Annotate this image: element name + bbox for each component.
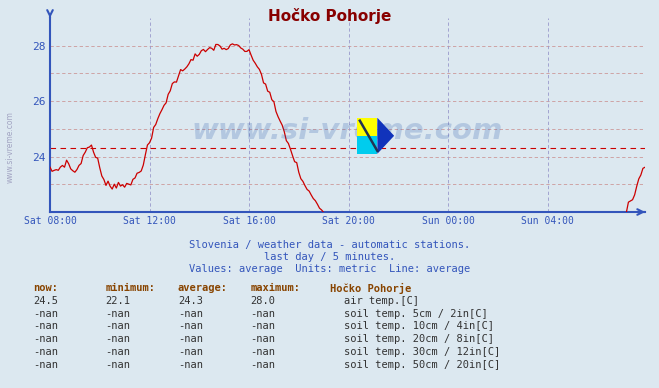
Text: -nan: -nan	[178, 321, 203, 331]
Text: -nan: -nan	[105, 308, 130, 319]
Text: 24.5: 24.5	[33, 296, 58, 306]
Text: minimum:: minimum:	[105, 283, 156, 293]
Polygon shape	[357, 118, 378, 136]
Text: 24.3: 24.3	[178, 296, 203, 306]
Text: Hočko Pohorje: Hočko Pohorje	[330, 283, 411, 294]
Text: -nan: -nan	[33, 334, 58, 344]
Text: -nan: -nan	[33, 360, 58, 370]
Text: soil temp. 30cm / 12in[C]: soil temp. 30cm / 12in[C]	[344, 347, 500, 357]
Text: soil temp. 10cm / 4in[C]: soil temp. 10cm / 4in[C]	[344, 321, 494, 331]
Text: www.si-vreme.com: www.si-vreme.com	[192, 116, 503, 144]
Text: -nan: -nan	[250, 308, 275, 319]
Text: 22.1: 22.1	[105, 296, 130, 306]
Text: last day / 5 minutes.: last day / 5 minutes.	[264, 252, 395, 262]
Text: 28.0: 28.0	[250, 296, 275, 306]
Text: -nan: -nan	[178, 308, 203, 319]
Text: -nan: -nan	[105, 360, 130, 370]
Text: -nan: -nan	[250, 360, 275, 370]
Text: average:: average:	[178, 283, 228, 293]
Text: -nan: -nan	[33, 321, 58, 331]
Text: www.si-vreme.com: www.si-vreme.com	[5, 111, 14, 184]
Text: -nan: -nan	[105, 347, 130, 357]
Text: soil temp. 5cm / 2in[C]: soil temp. 5cm / 2in[C]	[344, 308, 488, 319]
Text: -nan: -nan	[33, 308, 58, 319]
Polygon shape	[357, 136, 378, 154]
Text: -nan: -nan	[178, 360, 203, 370]
Text: soil temp. 50cm / 20in[C]: soil temp. 50cm / 20in[C]	[344, 360, 500, 370]
Text: -nan: -nan	[105, 334, 130, 344]
Polygon shape	[378, 118, 394, 154]
Text: Values: average  Units: metric  Line: average: Values: average Units: metric Line: aver…	[189, 264, 470, 274]
Text: maximum:: maximum:	[250, 283, 301, 293]
Text: -nan: -nan	[250, 347, 275, 357]
Text: -nan: -nan	[178, 347, 203, 357]
Text: Slovenia / weather data - automatic stations.: Slovenia / weather data - automatic stat…	[189, 240, 470, 250]
Text: soil temp. 20cm / 8in[C]: soil temp. 20cm / 8in[C]	[344, 334, 494, 344]
Text: Hočko Pohorje: Hočko Pohorje	[268, 8, 391, 24]
Text: -nan: -nan	[250, 321, 275, 331]
Text: now:: now:	[33, 283, 58, 293]
Text: -nan: -nan	[178, 334, 203, 344]
Text: -nan: -nan	[250, 334, 275, 344]
Text: -nan: -nan	[33, 347, 58, 357]
Text: air temp.[C]: air temp.[C]	[344, 296, 419, 306]
Text: -nan: -nan	[105, 321, 130, 331]
